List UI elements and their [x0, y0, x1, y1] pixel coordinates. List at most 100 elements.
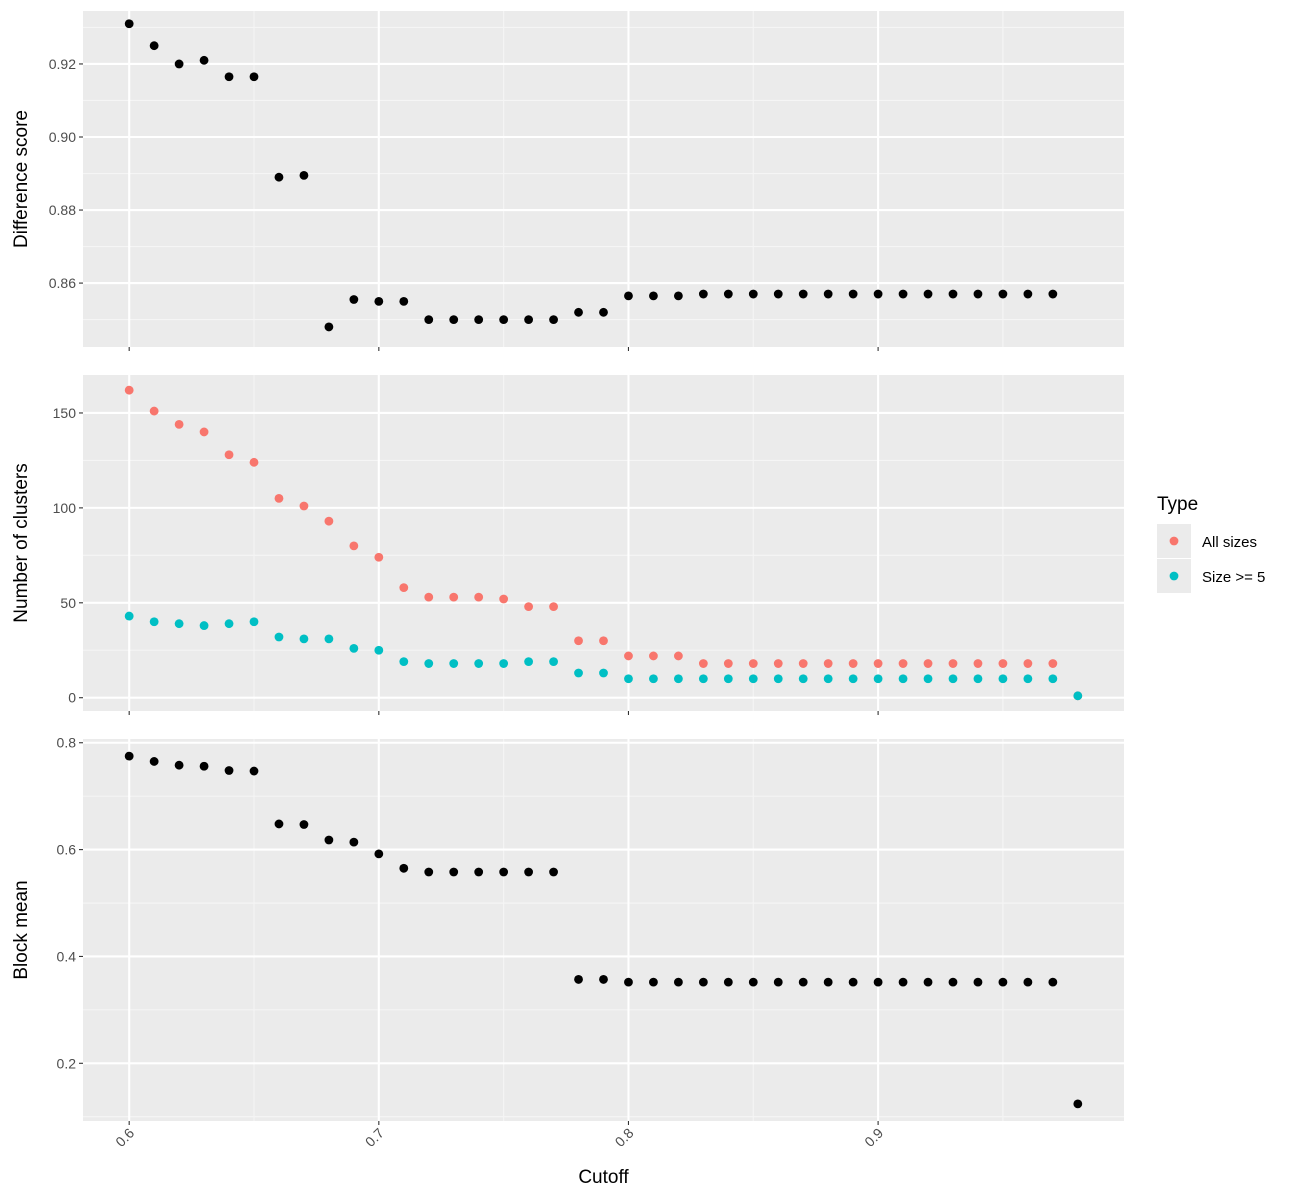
size-5-point: [748, 674, 758, 684]
series-point: [524, 315, 534, 325]
series-point: [1048, 289, 1058, 299]
size-5-point: [798, 674, 808, 684]
series-point: [873, 977, 883, 987]
series-point: [649, 291, 658, 301]
series-point: [249, 72, 259, 82]
y-tick-label: 0.4: [57, 948, 77, 964]
series-point: [399, 296, 409, 306]
size-5-point: [374, 645, 384, 655]
all-sizes-point: [848, 659, 858, 668]
all-sizes-point: [449, 592, 459, 602]
series-point: [723, 977, 733, 987]
series-point: [499, 867, 509, 877]
size-5-point: [673, 674, 683, 684]
size-5-point: [1073, 691, 1083, 701]
series-point: [698, 289, 708, 299]
size-5-point: [349, 643, 359, 653]
y-tick-label: 0.86: [49, 275, 76, 291]
series-point: [324, 322, 334, 332]
all-sizes-point: [973, 659, 983, 668]
series-point: [1023, 977, 1033, 987]
series-point: [299, 170, 309, 180]
series-point: [149, 41, 159, 51]
series-point: [599, 307, 608, 317]
all-sizes-point: [399, 583, 409, 593]
all-sizes-point: [599, 636, 608, 646]
size-5-point: [324, 634, 334, 644]
series-point: [424, 315, 434, 325]
series-point: [199, 761, 209, 771]
series-point: [499, 315, 509, 325]
size-5-point: [399, 657, 409, 667]
all-sizes-point: [773, 659, 783, 668]
all-sizes-point: [748, 659, 758, 668]
series-point: [449, 867, 459, 877]
series-point: [149, 757, 159, 766]
legend-key-swatch: [1169, 536, 1179, 546]
series-point: [848, 977, 858, 987]
series-point: [549, 315, 558, 325]
series-point: [898, 977, 908, 987]
series-point: [973, 977, 983, 987]
legend-title: Type: [1157, 494, 1198, 515]
size-5-point: [224, 619, 234, 629]
all-sizes-point: [474, 592, 484, 602]
all-sizes-point: [574, 636, 583, 646]
size-5-point: [723, 674, 733, 684]
series-point: [249, 766, 259, 776]
all-sizes-point: [624, 651, 633, 661]
x-axis-title: Cutoff: [578, 1167, 629, 1188]
size-5-point: [249, 617, 259, 627]
series-point: [399, 863, 409, 873]
y-tick-label: 0.2: [57, 1055, 77, 1071]
series-point: [299, 820, 309, 829]
size-5-point: [574, 668, 583, 678]
series-point: [773, 289, 783, 299]
size-5-point: [923, 674, 933, 684]
size-5-point: [848, 674, 858, 684]
size-5-point: [174, 619, 184, 629]
series-point: [898, 289, 908, 299]
all-sizes-point: [898, 659, 908, 668]
x-tick-label: 0.6: [112, 1125, 137, 1150]
series-point: [923, 289, 933, 299]
series-point: [823, 977, 833, 987]
size-5-point: [948, 674, 958, 684]
y-tick-label: 0.88: [49, 202, 76, 218]
size-5-point: [299, 634, 309, 644]
series-point: [174, 760, 184, 770]
all-sizes-point: [649, 651, 658, 661]
all-sizes-point: [873, 659, 883, 668]
size-5-point: [599, 668, 608, 678]
series-point: [449, 315, 459, 325]
legend-item-label: All sizes: [1202, 534, 1257, 551]
y-tick-label: 0.8: [57, 735, 77, 751]
series-point: [998, 977, 1008, 987]
y-axis-title: Difference score: [11, 110, 32, 248]
all-sizes-point: [823, 659, 833, 668]
legend-key-swatch: [1169, 571, 1179, 581]
x-tick-label: 0.7: [362, 1125, 387, 1150]
size-5-point: [698, 674, 708, 684]
all-sizes-point: [199, 427, 209, 437]
all-sizes-point: [374, 552, 384, 562]
panel-3: 0.2 0.4 0.6 0.8 Block mean: [11, 735, 1124, 1125]
y-tick-label: 0.90: [49, 129, 76, 145]
series-point: [199, 55, 209, 65]
y-axis-title: Number of clusters: [11, 463, 32, 622]
series-point: [574, 975, 583, 984]
all-sizes-point: [224, 450, 234, 460]
all-sizes-point: [174, 419, 184, 429]
series-point: [324, 835, 334, 845]
x-tick-label: 0.8: [612, 1125, 637, 1150]
panel-2: 0 50 100 150 Number of clusters: [11, 375, 1124, 715]
all-sizes-point: [923, 659, 933, 668]
series-point: [798, 289, 808, 299]
series-point: [274, 172, 284, 182]
size-5-point: [549, 657, 558, 667]
series-point: [274, 819, 284, 829]
all-sizes-point: [549, 602, 558, 611]
size-5-point: [124, 611, 134, 621]
size-5-point: [499, 659, 509, 668]
